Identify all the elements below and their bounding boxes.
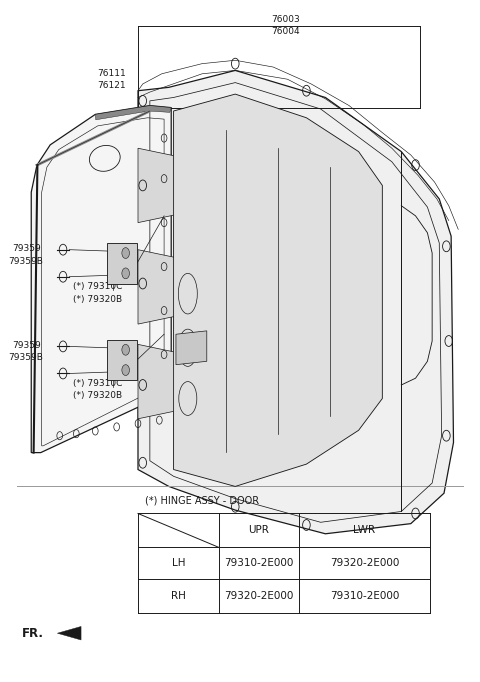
Text: (*) 79310C: (*) 79310C (73, 379, 122, 388)
Polygon shape (57, 627, 81, 640)
Polygon shape (176, 331, 207, 365)
Polygon shape (108, 340, 137, 381)
Text: 76111: 76111 (97, 70, 126, 78)
Polygon shape (31, 106, 171, 453)
Text: 79320-2E000: 79320-2E000 (224, 591, 294, 601)
Circle shape (122, 268, 130, 279)
Text: RH: RH (171, 591, 186, 601)
Text: 79359B: 79359B (9, 256, 43, 266)
Text: 76004: 76004 (271, 27, 300, 35)
Circle shape (122, 344, 130, 355)
Text: UPR: UPR (249, 525, 269, 535)
Text: LH: LH (171, 558, 185, 568)
Polygon shape (96, 106, 171, 120)
Circle shape (122, 365, 130, 376)
Text: (*) HINGE ASSY - DOOR: (*) HINGE ASSY - DOOR (145, 495, 259, 505)
Text: 79359: 79359 (12, 340, 41, 350)
Text: 76121: 76121 (97, 80, 126, 90)
Text: 79359: 79359 (12, 244, 41, 253)
Text: (*) 79310C: (*) 79310C (73, 282, 122, 291)
Text: 76003: 76003 (271, 15, 300, 24)
Text: 79359B: 79359B (9, 353, 43, 362)
Polygon shape (138, 250, 174, 324)
Polygon shape (138, 344, 174, 419)
Text: 79310-2E000: 79310-2E000 (224, 558, 294, 568)
Polygon shape (174, 94, 383, 486)
Text: (*) 79320B: (*) 79320B (73, 391, 122, 400)
Polygon shape (138, 70, 454, 534)
Text: 79320-2E000: 79320-2E000 (330, 558, 399, 568)
Text: LWR: LWR (353, 525, 376, 535)
Polygon shape (108, 243, 137, 284)
Text: FR.: FR. (22, 627, 44, 640)
Circle shape (122, 248, 130, 258)
Text: (*) 79320B: (*) 79320B (73, 295, 122, 303)
Text: 79310-2E000: 79310-2E000 (330, 591, 399, 601)
Polygon shape (138, 148, 174, 222)
